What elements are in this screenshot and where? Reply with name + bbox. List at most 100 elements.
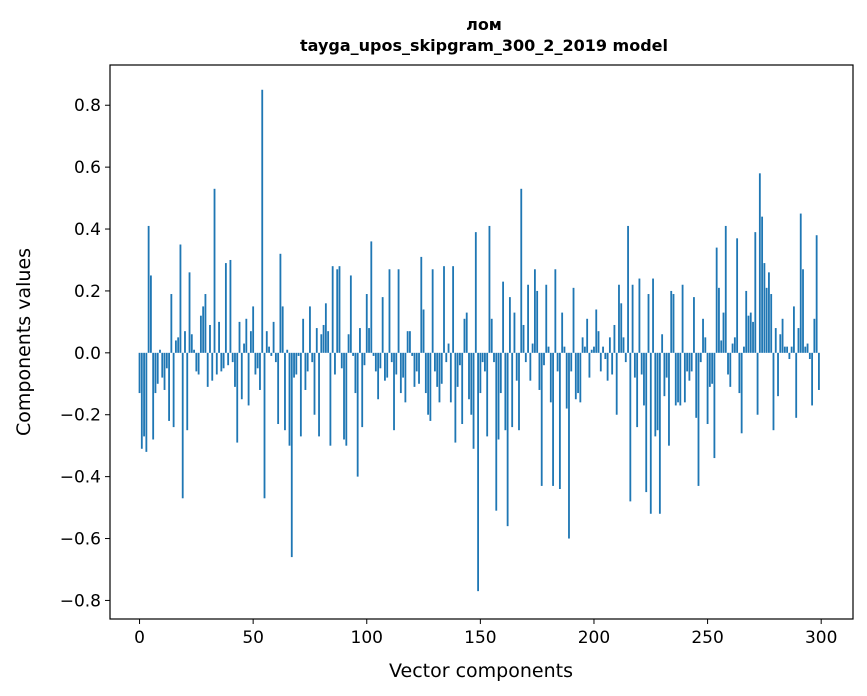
bar <box>697 352 700 486</box>
chart-title: лом <box>466 15 502 34</box>
bar <box>527 284 529 353</box>
bar <box>422 309 425 353</box>
bar <box>420 256 423 353</box>
bar <box>724 225 727 353</box>
bar <box>804 346 807 353</box>
bar <box>522 324 525 353</box>
bar <box>624 352 627 363</box>
bar <box>552 352 554 486</box>
bar <box>508 297 511 353</box>
bar <box>672 294 675 353</box>
bar <box>586 318 589 353</box>
bar <box>286 349 289 353</box>
bar <box>736 238 739 353</box>
bar <box>315 328 318 353</box>
bar <box>406 331 409 353</box>
bar <box>324 303 327 353</box>
bar <box>318 352 320 437</box>
bar <box>327 331 330 353</box>
bar <box>715 247 718 353</box>
bar <box>536 290 539 353</box>
bar <box>397 269 400 353</box>
bar <box>515 352 518 381</box>
bar <box>172 352 175 428</box>
chart-subtitle: tayga_upos_skipgram_300_2_2019 model <box>300 36 668 55</box>
bar <box>463 318 466 353</box>
bar <box>484 352 486 372</box>
bar <box>293 352 295 378</box>
bar <box>770 294 773 353</box>
bar <box>665 352 668 378</box>
bar <box>202 306 205 353</box>
bar <box>561 312 564 353</box>
bar <box>252 306 255 353</box>
bar <box>188 272 191 353</box>
bar <box>447 343 450 353</box>
bar <box>768 272 770 353</box>
y-axis-ticks: −0.8 −0.6 −0.4 −0.2 0.0 0.2 0.4 0.6 0.8 <box>60 96 110 611</box>
bar <box>143 352 145 437</box>
bar <box>599 352 602 372</box>
bar <box>372 352 375 356</box>
y-tick-label: −0.6 <box>60 530 101 550</box>
bar <box>747 315 750 353</box>
bar <box>604 352 607 360</box>
bar <box>615 352 618 415</box>
bar <box>272 321 275 353</box>
bar <box>772 352 775 431</box>
bar <box>152 352 155 440</box>
bar <box>204 294 207 353</box>
bar <box>720 340 723 353</box>
bar <box>774 328 777 353</box>
bar <box>683 352 686 403</box>
bar <box>765 287 768 353</box>
bar <box>186 352 189 431</box>
bar <box>813 318 816 353</box>
bar <box>156 352 159 384</box>
bar <box>215 352 218 375</box>
bar <box>743 346 745 353</box>
plot-area-frame <box>109 64 854 620</box>
bar <box>427 352 430 415</box>
bar <box>718 287 720 353</box>
bar <box>284 352 286 431</box>
bar <box>581 337 584 353</box>
bar <box>297 352 300 356</box>
bar <box>531 343 534 353</box>
bar <box>193 349 195 353</box>
bar <box>681 284 684 353</box>
bar <box>384 352 386 381</box>
bar <box>549 352 552 403</box>
bar <box>661 334 664 353</box>
bar <box>493 352 495 363</box>
x-tick-label: 50 <box>242 628 264 648</box>
bar <box>259 352 261 390</box>
bar <box>449 352 452 403</box>
bar <box>249 331 252 353</box>
bar <box>240 352 243 400</box>
bar <box>184 331 186 353</box>
bar <box>474 232 477 353</box>
bar <box>163 352 166 390</box>
bar <box>490 318 493 353</box>
bar <box>693 297 695 353</box>
bar <box>565 352 568 409</box>
bar <box>352 352 355 356</box>
bar <box>702 318 704 353</box>
y-tick-label: −0.4 <box>60 468 101 488</box>
bar <box>343 352 345 440</box>
bar <box>177 337 180 353</box>
bar <box>481 352 484 363</box>
bar <box>381 297 384 353</box>
bar <box>206 352 209 387</box>
bar <box>761 216 764 353</box>
bar <box>513 312 516 353</box>
bar <box>161 352 164 378</box>
bar <box>290 352 293 558</box>
bar <box>495 352 498 511</box>
bar <box>783 346 786 353</box>
bar <box>711 352 714 384</box>
bar <box>409 331 411 353</box>
bar <box>638 278 641 353</box>
